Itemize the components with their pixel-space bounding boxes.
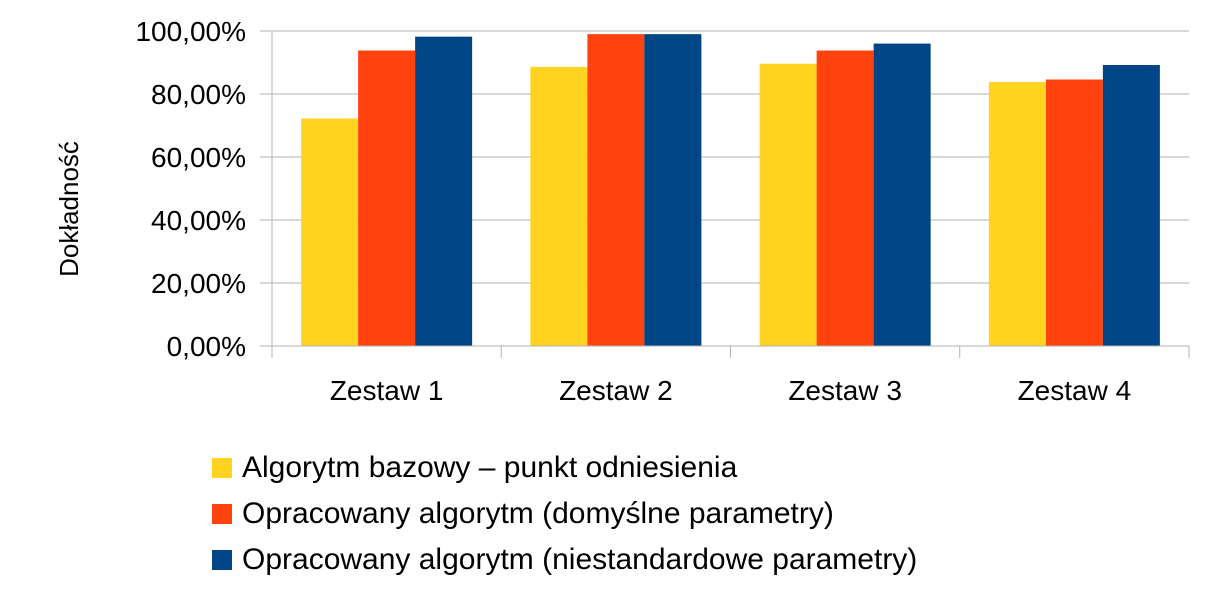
bar (759, 63, 817, 346)
x-tick-label: Zestaw 4 (1018, 375, 1132, 406)
bar (988, 82, 1046, 346)
legend: Algorytm bazowy – punkt odniesienia Oprac… (212, 445, 917, 583)
bar (1045, 79, 1103, 346)
y-tick-label: 40,00% (151, 205, 246, 236)
bar (530, 66, 588, 346)
x-tick-label: Zestaw 2 (559, 375, 673, 406)
x-tick-labels: Zestaw 1 Zestaw 2 Zestaw 3 Zestaw 4 (330, 375, 1131, 406)
bar (358, 50, 416, 346)
y-tick-labels: 0,00% 20,00% 40,00% 60,00% 80,00% 100,00% (135, 16, 246, 362)
y-tick-label: 0,00% (167, 331, 246, 362)
y-tick-label: 60,00% (151, 142, 246, 173)
bar (301, 118, 359, 346)
bar (873, 43, 931, 346)
y-tick-label: 80,00% (151, 79, 246, 110)
bar (644, 34, 702, 347)
legend-swatch (212, 504, 232, 524)
legend-item: Algorytm bazowy – punkt odniesienia (212, 445, 917, 491)
legend-label: Algorytm bazowy – punkt odniesienia (242, 451, 738, 484)
bars (301, 34, 1160, 347)
bar (1102, 65, 1160, 347)
legend-swatch (212, 458, 232, 478)
bar (587, 34, 645, 347)
legend-label: Opracowany algorytm (domyślne parametry) (242, 497, 834, 530)
bar (415, 36, 473, 347)
x-tick-label: Zestaw 1 (330, 375, 444, 406)
x-tick-label: Zestaw 3 (788, 375, 902, 406)
axes (271, 31, 1190, 358)
legend-item: Opracowany algorytm (niestandardowe para… (212, 537, 917, 583)
y-tick-label: 100,00% (135, 16, 246, 47)
bar (816, 50, 874, 346)
legend-swatch (212, 550, 232, 570)
legend-label: Opracowany algorytm (niestandardowe para… (242, 543, 918, 576)
legend-item: Opracowany algorytm (domyślne parametry) (212, 491, 917, 537)
y-axis-title: Dokładność (54, 141, 84, 277)
bar-chart: 0,00% 20,00% 40,00% 60,00% 80,00% 100,00% Zes… (54, 16, 1190, 406)
y-tick-label: 20,00% (151, 268, 246, 299)
